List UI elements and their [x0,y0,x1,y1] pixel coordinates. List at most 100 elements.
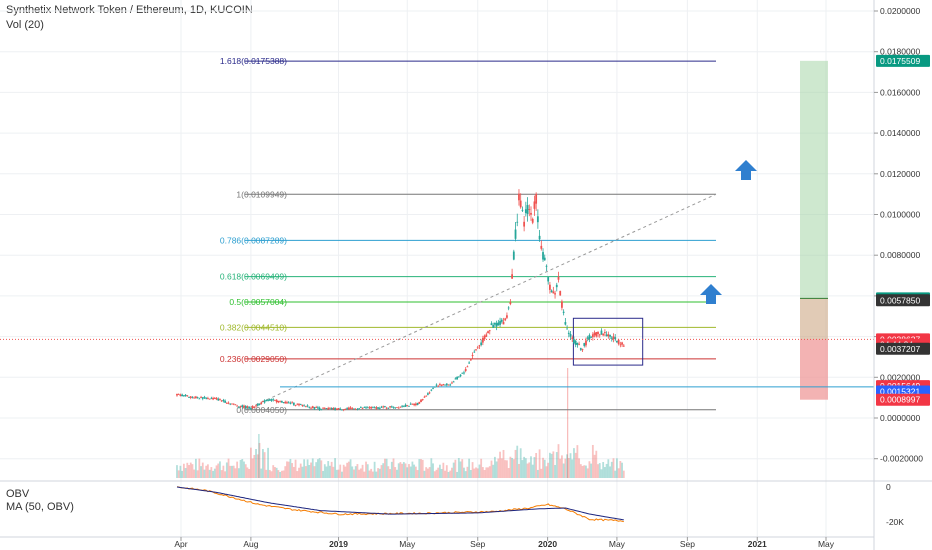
candle-body [249,408,252,410]
volume-bar [588,461,591,478]
fib-level-label: 1(0.0109949) [236,189,287,199]
candle-body [375,407,378,409]
volume-bar [449,470,452,478]
candle-body [294,405,297,406]
candle-body [402,406,405,408]
candle-body [378,408,381,409]
volume-bar [370,468,373,478]
candle-body [361,408,364,410]
volume-bar [402,462,405,478]
volume-bar [268,469,271,478]
volume-bar [329,465,331,478]
candle-body [449,384,452,386]
price-tag-bg [876,54,930,67]
volume-bar [253,454,256,478]
volume-bar [578,458,581,478]
candle-body [425,395,428,397]
candle-body [502,321,505,325]
candle-body [561,301,563,308]
candle-body [459,374,462,377]
chart-annotations[interactable] [0,60,874,411]
volume-bar [354,466,357,478]
candle-body [332,407,335,410]
candle-body [452,381,455,383]
volume-bar [468,458,471,478]
volume-bar [543,459,546,478]
volume-bar [406,467,409,478]
candle-body [385,407,388,409]
volume-bar [567,458,570,478]
volume-bar [569,453,572,478]
volume-bar [229,465,232,478]
volume-bar [298,467,300,478]
candle-body [390,406,393,408]
volume-bar [500,458,503,478]
candle-body [420,399,422,403]
candle-body [622,345,625,347]
candle-body [557,276,560,280]
volume-bar [480,458,483,478]
volume-bar [514,449,517,478]
candle-body [404,404,407,407]
volume-bar [335,469,338,478]
candle-body [603,332,606,334]
candle-body [542,252,544,260]
volume-bar [591,444,594,478]
volume-bar [347,461,350,478]
candle-body [196,397,199,399]
volume-bar [361,464,364,478]
volume-bar [478,464,481,478]
volume-bar [490,460,493,478]
volume-bar [177,470,180,478]
volume-bar [212,470,214,478]
candle-body [571,337,574,339]
volume-bar [334,458,336,478]
candle-body [435,384,438,386]
price-tag-bg [876,294,930,307]
volume-bar [287,461,290,478]
candle-body [244,406,247,409]
volume-bar [296,471,299,478]
candle-body [569,334,572,337]
y-tick-label: 0.0140000 [880,128,920,138]
candle-body [351,408,354,409]
candle-body [583,343,586,346]
candle-body [184,394,187,397]
volume-bar [243,461,245,478]
volume-bar [454,459,457,478]
volume-bar [590,463,593,478]
candle-body [416,403,419,406]
volume-bar [533,457,536,478]
fib-level-label: 0.236(0.0029050) [220,354,287,364]
fib-level-label: 0.5(0.0057004) [229,297,287,307]
x-tick-label: Aug [243,539,258,549]
candle-body [308,406,311,408]
candle-body [607,334,610,337]
candle-body [409,403,412,405]
y-tick-label: -0.0020000 [880,454,923,464]
candle-body [397,407,400,409]
candle-body [289,402,292,404]
volume-bar [536,469,539,478]
candle-body [306,405,309,407]
candle-body [370,406,373,409]
candle-body [327,408,330,410]
volume-bar [377,468,379,478]
volume-bar [375,471,378,478]
fibonacci-levels[interactable]: 1.618(0.0175388) 1(0.0109949) 0.786(0.0087… [220,56,716,415]
volume-bar [464,471,467,478]
volume-bar [523,456,526,478]
candle-body [451,382,453,384]
volume-bar [205,465,208,478]
volume-bar [258,442,261,478]
volume-bar [605,463,608,478]
candle-body [554,293,556,295]
candle-body [236,405,239,407]
volume-bar [289,458,292,478]
candle-body [222,399,225,402]
candle-body [598,334,601,336]
volume-bar [239,459,242,478]
candle-body [574,340,577,345]
volume-bar [586,468,589,478]
